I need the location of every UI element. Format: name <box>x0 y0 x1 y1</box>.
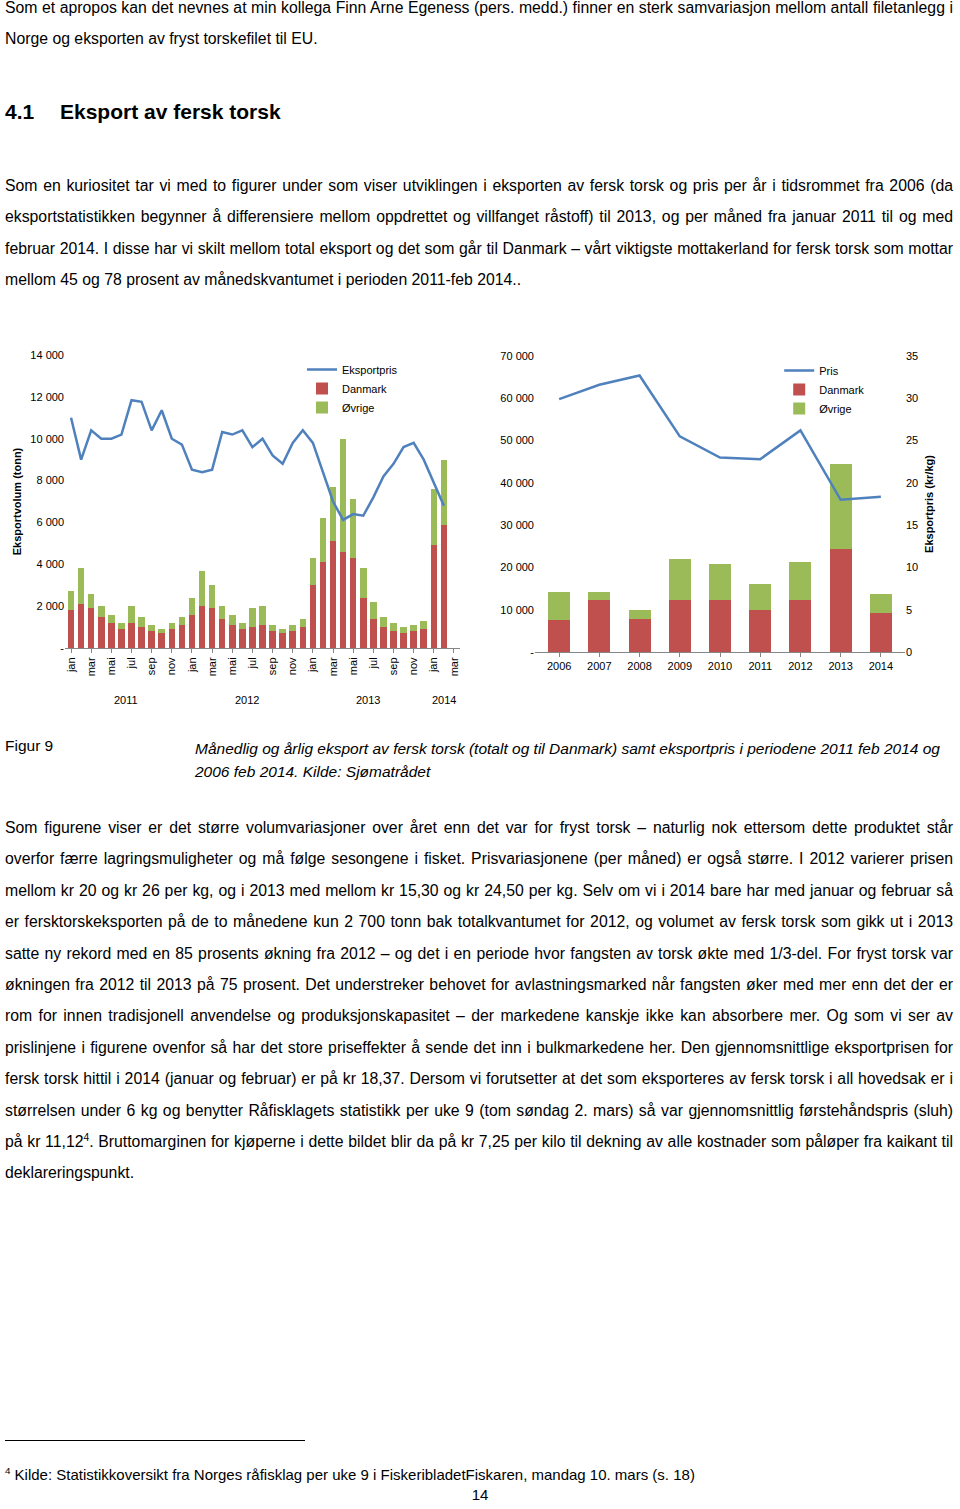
svg-text:nov: nov <box>165 657 177 675</box>
html-text:Som en kuriositet tar vi med t: Som en kuriositet tar vi med to figurer … <box>5 177 953 289</box>
svg-text:14 000: 14 000 <box>30 349 64 361</box>
svg-text:-: - <box>60 642 64 654</box>
svg-text:mai: mai <box>226 657 238 675</box>
svg-text:Eksportvolum (tonn): Eksportvolum (tonn) <box>11 447 23 555</box>
html-text:Månedlig og årlig eksport av f: Månedlig og årlig eksport av fersk torsk… <box>195 740 940 780</box>
html-text:14: 14 <box>471 1486 489 1503</box>
svg-text:2013: 2013 <box>828 660 852 672</box>
svg-text:2008: 2008 <box>627 660 651 672</box>
svg-text:25: 25 <box>906 434 918 446</box>
svg-text:jan: jan <box>306 657 318 673</box>
svg-text:jul: jul <box>246 657 258 669</box>
svg-text:50 000: 50 000 <box>500 434 534 446</box>
svg-text:35: 35 <box>906 350 918 362</box>
html-text:Figur 9: Figur 9 <box>5 737 54 754</box>
svg-text:2012: 2012 <box>788 660 812 672</box>
svg-text:6 000: 6 000 <box>36 516 64 528</box>
html-text:4.1: 4.1 <box>5 100 35 123</box>
svg-text:nov: nov <box>286 657 298 675</box>
svg-text:15: 15 <box>906 519 918 531</box>
svg-text:0: 0 <box>906 646 912 658</box>
svg-text:2013: 2013 <box>356 694 380 706</box>
svg-text:2007: 2007 <box>587 660 611 672</box>
svg-text:Eksportpris: Eksportpris <box>342 364 398 376</box>
svg-text:2012: 2012 <box>235 694 259 706</box>
svg-text:Pris: Pris <box>819 365 838 377</box>
html-text:4Kilde: Statistikkoversikt fra: 4Kilde: Statistikkoversikt fra Norges rå… <box>5 1465 695 1483</box>
svg-text:30: 30 <box>906 392 918 404</box>
svg-text:mar: mar <box>448 657 460 676</box>
svg-text:sep: sep <box>266 657 278 675</box>
svg-text:2011: 2011 <box>748 660 772 672</box>
svg-text:4 000: 4 000 <box>36 558 64 570</box>
svg-text:2011: 2011 <box>114 694 138 706</box>
svg-text:8 000: 8 000 <box>36 474 64 486</box>
svg-text:2014: 2014 <box>432 694 456 706</box>
svg-text:nov: nov <box>407 657 419 675</box>
svg-text:2006: 2006 <box>547 660 571 672</box>
svg-text:sep: sep <box>145 657 157 675</box>
svg-text:2014: 2014 <box>869 660 893 672</box>
svg-text:jul: jul <box>125 657 137 669</box>
svg-text:2010: 2010 <box>708 660 732 672</box>
svg-text:Øvrige: Øvrige <box>819 403 851 415</box>
svg-text:jan: jan <box>427 657 439 673</box>
svg-text:Danmark: Danmark <box>342 383 387 395</box>
svg-text:70 000: 70 000 <box>500 350 534 362</box>
svg-text:Danmark: Danmark <box>819 384 864 396</box>
html-text:Eksport av fersk torsk: Eksport av fersk torsk <box>60 100 281 123</box>
svg-text:5: 5 <box>906 604 912 616</box>
svg-text:mai: mai <box>347 657 359 675</box>
svg-text:jan: jan <box>186 657 198 673</box>
svg-text:mar: mar <box>206 657 218 676</box>
svg-text:Eksportpris (kr/kg): Eksportpris (kr/kg) <box>923 455 935 553</box>
svg-text:20 000: 20 000 <box>500 561 534 573</box>
svg-text:mar: mar <box>327 657 339 676</box>
svg-text:10 000: 10 000 <box>500 604 534 616</box>
svg-text:-: - <box>530 646 534 658</box>
svg-text:30 000: 30 000 <box>500 519 534 531</box>
svg-text:2009: 2009 <box>668 660 692 672</box>
svg-text:sep: sep <box>387 657 399 675</box>
svg-text:20: 20 <box>906 477 918 489</box>
svg-text:40 000: 40 000 <box>500 477 534 489</box>
svg-text:Øvrige: Øvrige <box>342 402 374 414</box>
svg-text:10 000: 10 000 <box>30 433 64 445</box>
svg-text:60 000: 60 000 <box>500 392 534 404</box>
svg-text:2 000: 2 000 <box>36 600 64 612</box>
svg-text:10: 10 <box>906 561 918 573</box>
html-text:Som et apropos kan det nevnes: Som et apropos kan det nevnes at min kol… <box>5 0 953 48</box>
svg-text:jul: jul <box>367 657 379 669</box>
svg-text:jan: jan <box>65 657 77 673</box>
html-text:Som figurene viser er det stør: Som figurene viser er det større volumva… <box>5 819 953 1182</box>
svg-text:12 000: 12 000 <box>30 391 64 403</box>
svg-text:mar: mar <box>85 657 97 676</box>
svg-text:mai: mai <box>105 657 117 675</box>
